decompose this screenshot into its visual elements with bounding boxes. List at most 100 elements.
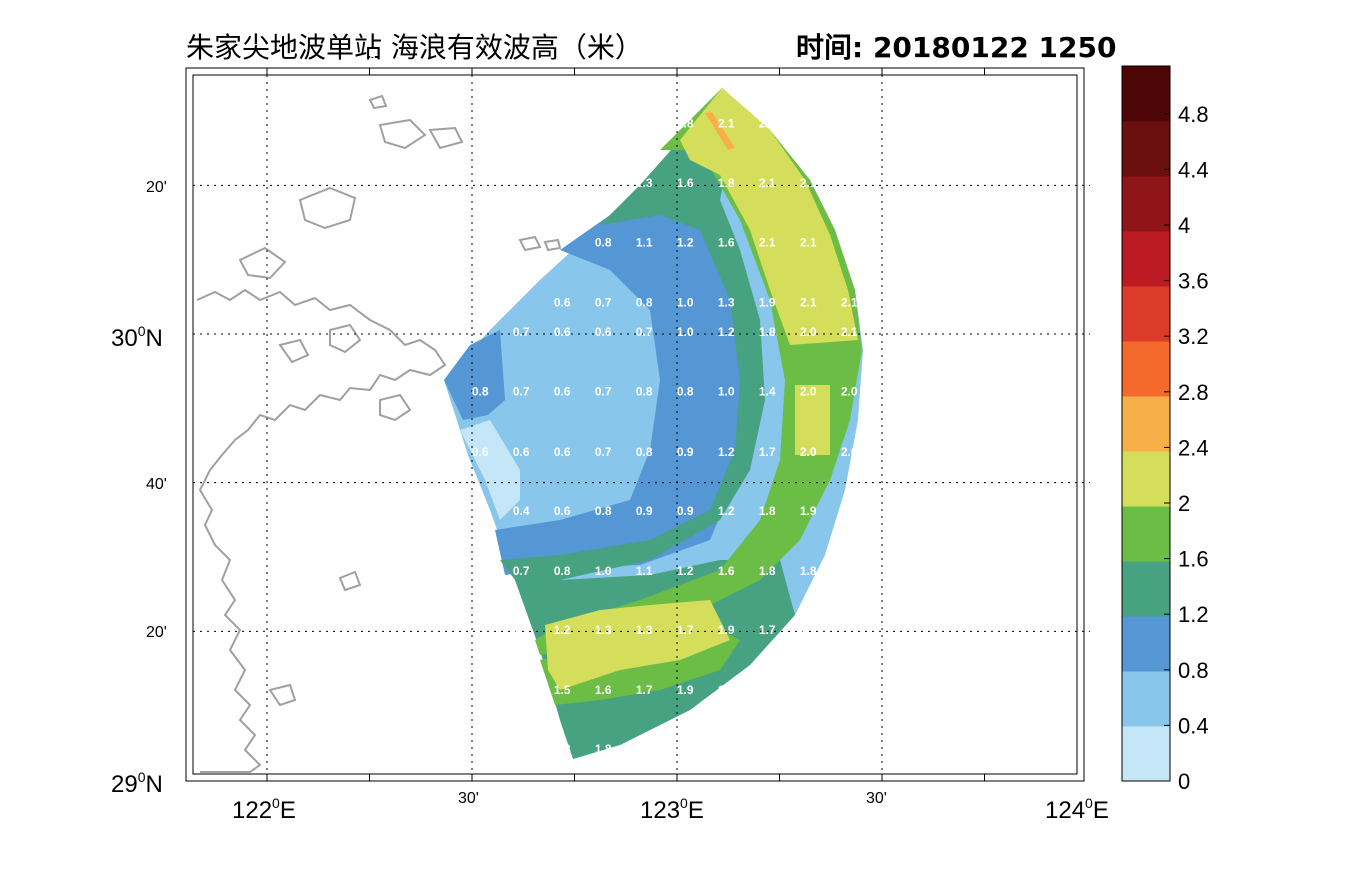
wave-zone-1.2-1.6 bbox=[500, 88, 765, 585]
wave-value-label: 1.5 bbox=[677, 802, 694, 816]
wave-value-label: 1.3 bbox=[636, 176, 653, 190]
wave-value-label: 0.8 bbox=[636, 445, 653, 459]
colorbar-segment bbox=[1122, 286, 1170, 342]
wave-value-label: 1.8 bbox=[595, 742, 612, 756]
coastline-island bbox=[238, 246, 287, 280]
wave-value-label: 0.9 bbox=[677, 504, 694, 518]
wave-value-label: 0.8 bbox=[677, 385, 694, 399]
colorbar-segment bbox=[1122, 561, 1170, 617]
wave-value-label: 1.7 bbox=[595, 802, 612, 816]
wave-value-label: 0.6 bbox=[513, 445, 530, 459]
wave-value-label: 1.2 bbox=[677, 236, 694, 250]
wave-zone-2.0-2.4 bbox=[680, 88, 858, 345]
wave-value-label: 0.6 bbox=[554, 385, 571, 399]
coastline-mainland bbox=[196, 288, 447, 773]
wave-value-label: 1.9 bbox=[800, 504, 817, 518]
colorbar-label: 2.8 bbox=[1178, 380, 1209, 405]
wave-value-label: 1.8 bbox=[554, 742, 571, 756]
x-tick-30min-2: 30' bbox=[866, 790, 887, 807]
wave-value-label: 1.8 bbox=[718, 176, 735, 190]
wave-value-label: 1.2 bbox=[718, 445, 735, 459]
wave-value-label: 1.9 bbox=[677, 683, 694, 697]
wave-value-label: 2.0 bbox=[800, 445, 817, 459]
colorbar-label: 0.8 bbox=[1178, 658, 1209, 683]
wave-zone-2.0-2.4-sw bbox=[545, 600, 730, 690]
wave-value-label: 1.3 bbox=[718, 295, 735, 309]
wave-value-label: 1.0 bbox=[677, 325, 694, 339]
wave-value-label: 1.7 bbox=[800, 623, 817, 637]
colorbar-segment bbox=[1122, 506, 1170, 562]
wave-zone-2.0-2.4-east bbox=[795, 385, 830, 455]
wave-value-label: 1.5 bbox=[759, 742, 776, 756]
wave-zone-0.8-1.2 bbox=[495, 200, 745, 575]
colorbar-label: 3.6 bbox=[1178, 269, 1209, 294]
wave-value-label: 2.2 bbox=[359, 53, 376, 67]
wave-value-label: 1.6 bbox=[636, 802, 653, 816]
colorbar: 0 0.4 0.8 1.2 1.6 2 2.4 2.8 3.2 3.6 4 4.4 4.8 bbox=[1121, 65, 1209, 794]
map-frame-inner bbox=[192, 74, 1078, 775]
wave-value-label: 1.6 bbox=[718, 564, 735, 578]
wave-value-label: 0.8 bbox=[554, 564, 571, 578]
colorbar-label: 4.4 bbox=[1178, 157, 1209, 182]
wave-value-label: 1.2 bbox=[554, 623, 571, 637]
colorbar-label: 2 bbox=[1178, 491, 1190, 516]
x-tick-124E: 1240E bbox=[1045, 795, 1109, 824]
wave-value-label: 2.1 bbox=[759, 117, 776, 131]
wave-value-label: 1.6 bbox=[595, 683, 612, 697]
wave-value-label: 2.1 bbox=[759, 236, 776, 250]
wave-value-label: 1.8 bbox=[677, 117, 694, 131]
wave-value-label: 1.5 bbox=[554, 683, 571, 697]
wave-value-label: 1.8 bbox=[759, 504, 776, 518]
coastline-island bbox=[278, 338, 310, 364]
coastline-island bbox=[378, 118, 427, 150]
coastline bbox=[196, 94, 562, 773]
wave-value-label: 1.6 bbox=[677, 176, 694, 190]
colorbar-segment bbox=[1122, 121, 1170, 177]
wave-value-label: 1.8 bbox=[554, 802, 571, 816]
wave-value-label: 1.0 bbox=[595, 564, 612, 578]
y-tick-30N: 300N bbox=[111, 323, 163, 352]
colorbar-label: 2.4 bbox=[1178, 435, 1209, 460]
wave-value-label: 1.1 bbox=[636, 564, 653, 578]
coastline-island bbox=[268, 683, 297, 707]
wave-value-label: 0.6 bbox=[554, 445, 571, 459]
map-frame-outer bbox=[185, 67, 1085, 782]
colorbar-segment bbox=[1122, 451, 1170, 507]
colorbar-segment bbox=[1122, 176, 1170, 232]
wave-value-label: 0.6 bbox=[595, 325, 612, 339]
wave-zone-0-0.4 bbox=[460, 420, 520, 520]
colorbar-segment bbox=[1122, 231, 1170, 287]
wave-value-label: 0.7 bbox=[636, 325, 653, 339]
map-timestamp: 时间: 20180122 1250 bbox=[796, 31, 1117, 64]
wave-value-label: 1.8 bbox=[759, 564, 776, 578]
colorbar-label: 3.2 bbox=[1178, 324, 1209, 349]
axis-labels: 1220E 1230E 1240E 30' 30' 300N 290N 20' … bbox=[111, 179, 1109, 824]
wave-value-label: 1.9 bbox=[759, 295, 776, 309]
wave-value-label: 2.1 bbox=[841, 295, 858, 309]
wave-value-label: 0.8 bbox=[595, 236, 612, 250]
wave-value-label: 1.7 bbox=[677, 623, 694, 637]
wave-value-label: 1.1 bbox=[636, 236, 653, 250]
y-tick-40min: 40' bbox=[146, 476, 167, 493]
colorbar-segment bbox=[1122, 616, 1170, 672]
x-tick-123E: 1230E bbox=[640, 795, 704, 824]
wave-value-label: 2.1 bbox=[759, 176, 776, 190]
colorbar-label: 4.8 bbox=[1178, 102, 1209, 127]
wave-value-label: 0.9 bbox=[677, 445, 694, 459]
coastline-island bbox=[379, 393, 412, 422]
y-tick-29N: 290N bbox=[111, 769, 163, 798]
wave-value-label: 2.0 bbox=[800, 325, 817, 339]
colorbar-segment bbox=[1122, 341, 1170, 397]
wave-value-label: 0.7 bbox=[595, 385, 612, 399]
wave-value-label: 1.6 bbox=[759, 683, 776, 697]
colorbar-label: 0 bbox=[1178, 769, 1190, 794]
wave-value-label: 1.5 bbox=[595, 862, 612, 875]
wave-value-label: 0.7 bbox=[513, 385, 530, 399]
wave-value-label: 1.0 bbox=[677, 295, 694, 309]
coastline-island bbox=[338, 570, 362, 592]
coastline-island bbox=[518, 235, 542, 252]
colorbar-label: 0.4 bbox=[1178, 713, 1209, 738]
y-tick-20min-lower: 20' bbox=[146, 624, 167, 641]
colorbar-segment bbox=[1122, 726, 1170, 782]
